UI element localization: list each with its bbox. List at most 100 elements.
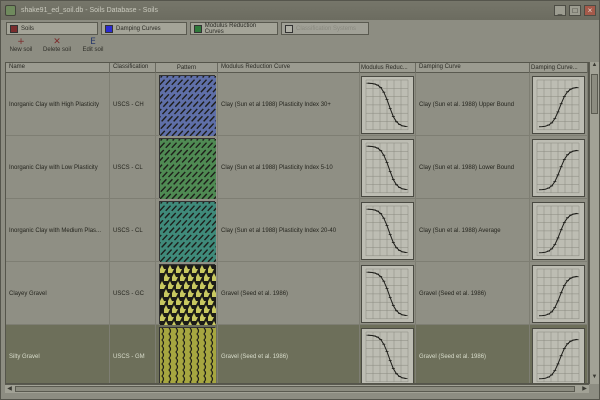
damping-curve-name-cell: Clay (Sun et al. 1988) Average xyxy=(416,199,530,262)
toolbar: + New soil ✕ Delete soil E Edit soil xyxy=(6,37,108,53)
table-row[interactable]: Inorganic Clay with Medium Plas... USCS -… xyxy=(6,199,588,262)
scroll-up-icon[interactable]: ▲ xyxy=(591,62,598,68)
damping-curve-thumbnail xyxy=(536,331,580,382)
damping-curve-name-cell: Gravel (Seed et al. 1986) xyxy=(416,262,530,325)
pattern-frame xyxy=(156,74,217,136)
delete-soil-button[interactable]: ✕ Delete soil xyxy=(42,37,72,53)
soil-pattern-swatch xyxy=(159,264,217,325)
tab-label: Soils xyxy=(21,25,35,32)
edit-soil-button[interactable]: E Edit soil xyxy=(78,37,108,53)
classification-cell: USCS - GM xyxy=(110,325,156,383)
soil-name-cell: Inorganic Clay with Low Plasticity xyxy=(6,136,110,199)
soils-swatch-icon xyxy=(10,24,18,33)
damping-curve-name-cell: Gravel (Seed et al. 1986) xyxy=(416,325,530,383)
pattern-cell xyxy=(156,199,218,262)
vertical-scroll-thumb[interactable] xyxy=(591,74,598,114)
damping-curve-name-cell: Clay (Sun et al. 1988) Lower Bound xyxy=(416,136,530,199)
modulus-curve-thumbnail-cell xyxy=(360,136,416,199)
edit-icon: E xyxy=(90,37,96,47)
modulus-chart-frame xyxy=(361,264,414,323)
title-bar[interactable]: shake91_ed_soil.db - Soils Database - So… xyxy=(1,1,599,20)
classification-swatch-icon xyxy=(285,24,293,33)
scroll-left-icon[interactable]: ◀ xyxy=(7,386,12,392)
vertical-scrollbar[interactable]: ▲ ▼ xyxy=(589,62,599,384)
modulus-chart-frame xyxy=(361,75,414,134)
edit-soil-label: Edit soil xyxy=(82,47,104,53)
tab-label: Classification Systems xyxy=(296,25,357,32)
modulus-curve-thumbnail-cell xyxy=(360,262,416,325)
modulus-curve-thumbnail-cell xyxy=(360,199,416,262)
modulus-curve-thumbnail xyxy=(365,268,409,319)
column-header-damping-thumbnail[interactable]: Damping Curve... xyxy=(530,63,588,73)
table-row[interactable]: Silty Gravel USCS - GM Gravel (Seed et al.… xyxy=(6,325,588,383)
damping-chart-frame xyxy=(532,75,585,134)
delete-soil-label: Delete soil xyxy=(42,47,71,53)
damping-curve-thumbnail-cell xyxy=(530,136,588,199)
soil-name-cell: Inorganic Clay with High Plasticity xyxy=(6,73,110,136)
tab-damping-curves[interactable]: Damping Curves xyxy=(101,22,187,35)
soil-pattern-swatch xyxy=(156,201,217,262)
modulus-curve-thumbnail-cell xyxy=(360,325,416,383)
pattern-cell xyxy=(156,325,218,383)
table-row[interactable]: Inorganic Clay with High Plasticity USCS … xyxy=(6,73,588,136)
table-row[interactable]: Clayey Gravel USCS - GC Gravel (Seed et al… xyxy=(6,262,588,325)
modulus-chart-frame xyxy=(361,201,414,260)
maximize-button[interactable]: □ xyxy=(569,5,581,16)
scroll-down-icon[interactable]: ▼ xyxy=(591,374,598,380)
table-row[interactable]: Inorganic Clay with Low Plasticity USCS -… xyxy=(6,136,588,199)
horizontal-scroll-thumb[interactable] xyxy=(15,386,575,392)
column-header-pattern[interactable]: Pattern xyxy=(156,63,218,73)
damping-curve-thumbnail-cell xyxy=(530,325,588,383)
classification-cell: USCS - CL xyxy=(110,136,156,199)
damping-chart-frame xyxy=(532,201,585,260)
soil-pattern-swatch xyxy=(159,327,216,383)
damping-curve-thumbnail xyxy=(536,268,580,319)
delete-icon: ✕ xyxy=(53,37,61,47)
soil-name-cell: Inorganic Clay with Medium Plas... xyxy=(6,199,110,262)
modulus-curve-name-cell: Clay (Sun et al 1988) Plasticity Index 3… xyxy=(218,73,360,136)
scroll-right-icon[interactable]: ▶ xyxy=(582,386,587,392)
app-icon xyxy=(5,5,16,16)
pattern-frame xyxy=(156,200,217,262)
modulus-chart-frame xyxy=(361,327,414,383)
soil-pattern-swatch xyxy=(156,138,217,199)
damping-curve-name-cell: Clay (Sun et al. 1988) Upper Bound xyxy=(416,73,530,136)
damping-curve-thumbnail xyxy=(536,79,580,130)
damping-curve-thumbnail-cell xyxy=(530,199,588,262)
close-button[interactable]: × xyxy=(584,5,596,16)
horizontal-scrollbar[interactable]: ◀ ▶ xyxy=(5,384,589,393)
damping-curve-thumbnail xyxy=(536,142,580,193)
pattern-frame xyxy=(156,137,217,199)
column-header-modulus-reduction-curve[interactable]: Modulus Reduction Curve xyxy=(218,63,360,73)
damping-curve-thumbnail xyxy=(536,205,580,256)
pattern-frame xyxy=(158,326,216,383)
modulus-swatch-icon xyxy=(194,24,202,33)
modulus-curve-thumbnail xyxy=(365,79,409,130)
pattern-cell xyxy=(156,262,218,325)
tab-soils[interactable]: Soils xyxy=(6,22,98,35)
damping-chart-frame xyxy=(532,138,585,197)
modulus-curve-thumbnail-cell xyxy=(360,73,416,136)
tab-bar: Soils Damping Curves Modulus Reduction C… xyxy=(6,22,369,35)
tab-label: Damping Curves xyxy=(116,25,161,32)
modulus-curve-name-cell: Gravel (Seed et al. 1986) xyxy=(218,325,360,383)
modulus-curve-thumbnail xyxy=(365,331,409,382)
damping-swatch-icon xyxy=(105,24,113,33)
tab-classification-systems[interactable]: Classification Systems xyxy=(281,22,369,35)
soil-name-cell: Silty Gravel xyxy=(6,325,110,383)
column-header-modulus-reduction-thumbnail[interactable]: Modulus Reduc... xyxy=(360,63,416,73)
column-header-name[interactable]: Name xyxy=(6,63,110,73)
modulus-curve-thumbnail xyxy=(365,205,409,256)
new-soil-button[interactable]: + New soil xyxy=(6,37,36,53)
classification-cell: USCS - CH xyxy=(110,73,156,136)
tab-modulus-reduction-curves[interactable]: Modulus Reduction Curves xyxy=(190,22,278,35)
damping-curve-thumbnail-cell xyxy=(530,73,588,136)
column-header-damping-curve[interactable]: Damping Curve xyxy=(416,63,530,73)
column-header-classification[interactable]: Classification xyxy=(110,63,156,73)
tab-label: Modulus Reduction Curves xyxy=(204,22,257,35)
modulus-chart-frame xyxy=(361,138,414,197)
pattern-cell xyxy=(156,136,218,199)
minimize-button[interactable]: _ xyxy=(554,5,566,16)
soil-pattern-swatch xyxy=(156,75,217,136)
